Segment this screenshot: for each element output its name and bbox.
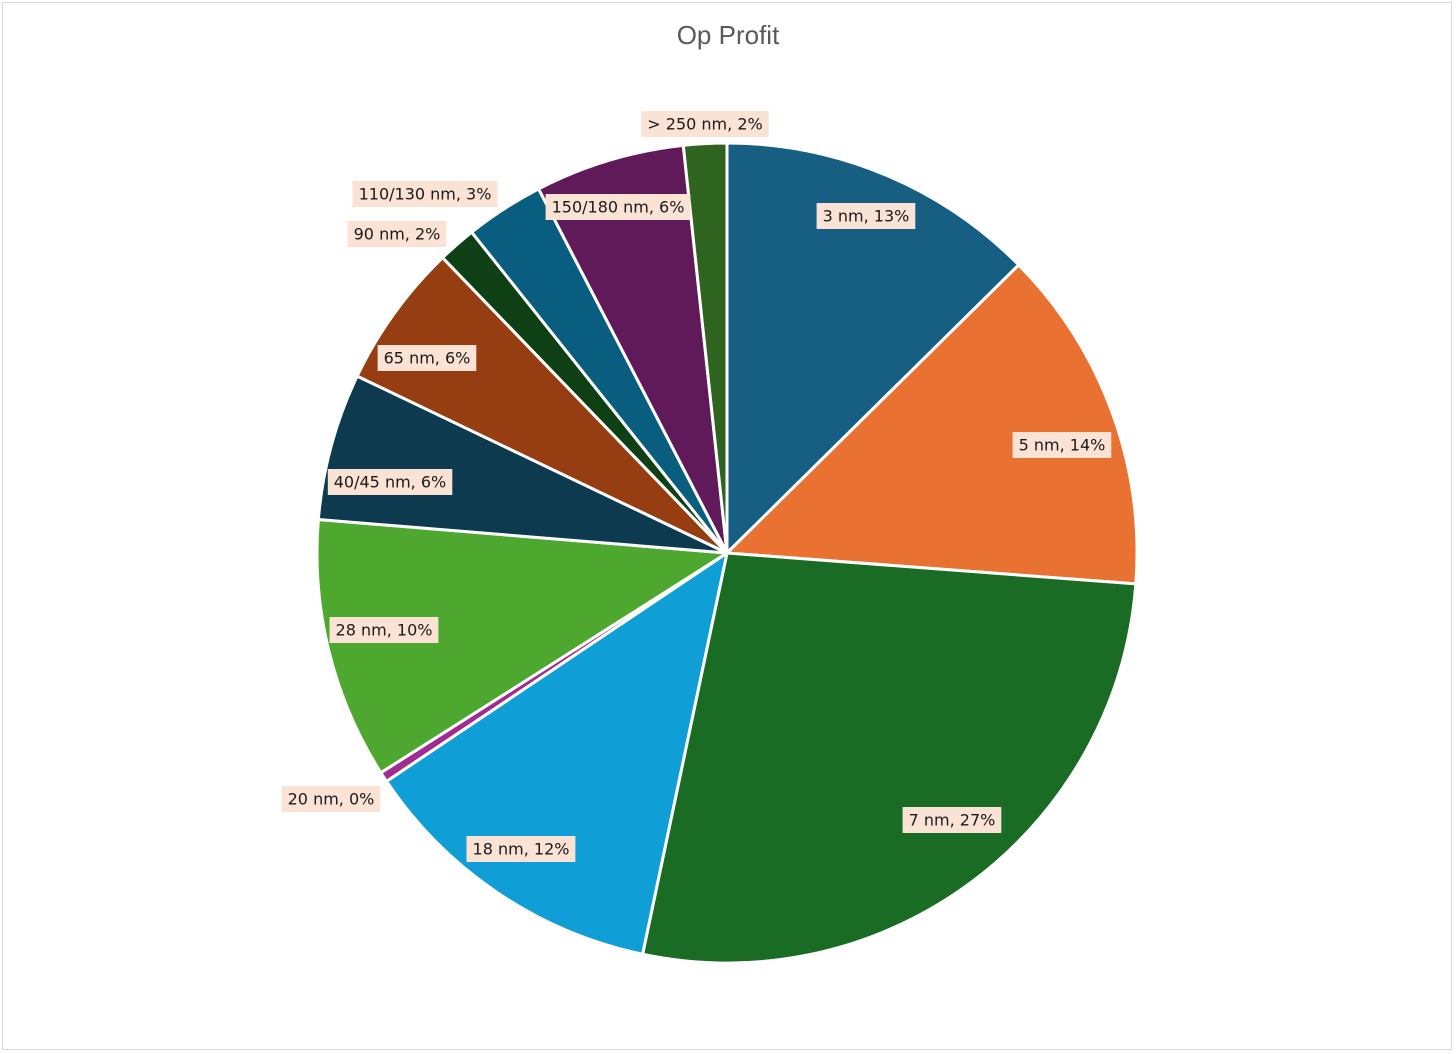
- pie-slice-28-nm: [315, 518, 729, 775]
- data-label: 65 nm, 6%: [377, 345, 477, 371]
- pie-slice-5-nm: [725, 263, 1139, 586]
- data-label-background: [329, 617, 439, 643]
- data-label-background: [816, 203, 916, 229]
- pie-slice-40-45-nm: [316, 374, 729, 555]
- data-label: 18 nm, 12%: [466, 836, 576, 862]
- data-label: 28 nm, 10%: [329, 617, 439, 643]
- data-label-text: 65 nm, 6%: [384, 349, 471, 368]
- data-label-text: > 250 nm, 2%: [647, 115, 762, 134]
- data-label-background: [347, 221, 447, 247]
- data-label-text: 7 nm, 27%: [909, 811, 996, 830]
- data-label-background: [352, 181, 498, 207]
- pie-slice-150-180-nm: [537, 143, 729, 555]
- data-label: 40/45 nm, 6%: [327, 469, 453, 495]
- data-label: 5 nm, 14%: [1012, 432, 1112, 458]
- pie-slice-7-nm: [641, 551, 1138, 965]
- data-label: 3 nm, 13%: [816, 203, 916, 229]
- data-label: 90 nm, 2%: [347, 221, 447, 247]
- data-label-text: 18 nm, 12%: [473, 840, 570, 859]
- data-label-background: [1012, 432, 1112, 458]
- data-label: 150/180 nm, 6%: [545, 194, 691, 220]
- data-label-text: 40/45 nm, 6%: [334, 473, 446, 492]
- data-label: 110/130 nm, 3%: [352, 181, 498, 207]
- data-label-text: 20 nm, 0%: [288, 790, 375, 809]
- data-label-text: 3 nm, 13%: [823, 207, 910, 226]
- data-label-text: 5 nm, 14%: [1019, 436, 1106, 455]
- data-label-text: 90 nm, 2%: [354, 225, 441, 244]
- data-label: 20 nm, 0%: [281, 786, 381, 812]
- data-label-background: [641, 111, 769, 137]
- pie-slice-65-nm: [355, 256, 729, 555]
- pie-slices: [315, 141, 1139, 965]
- data-label-background: [466, 836, 576, 862]
- chart-title: Op Profit: [676, 20, 780, 50]
- data-label-background: [377, 345, 477, 371]
- pie-data-labels: 3 nm, 13% 5 nm, 14% 7 nm, 27% 18 nm, 12% 20 …: [281, 111, 1112, 862]
- data-label-text: 150/180 nm, 6%: [552, 198, 685, 217]
- pie-slice-3-nm: [725, 141, 1021, 555]
- data-label-background: [281, 786, 381, 812]
- data-label-background: [545, 194, 691, 220]
- data-label: > 250 nm, 2%: [641, 111, 769, 137]
- data-label-background: [902, 807, 1002, 833]
- data-label-text: 28 nm, 10%: [336, 621, 433, 640]
- pie-slice-250-nm: [681, 141, 729, 555]
- data-label-text: 110/130 nm, 3%: [359, 185, 492, 204]
- data-label: 7 nm, 27%: [902, 807, 1002, 833]
- data-label-background: [327, 469, 453, 495]
